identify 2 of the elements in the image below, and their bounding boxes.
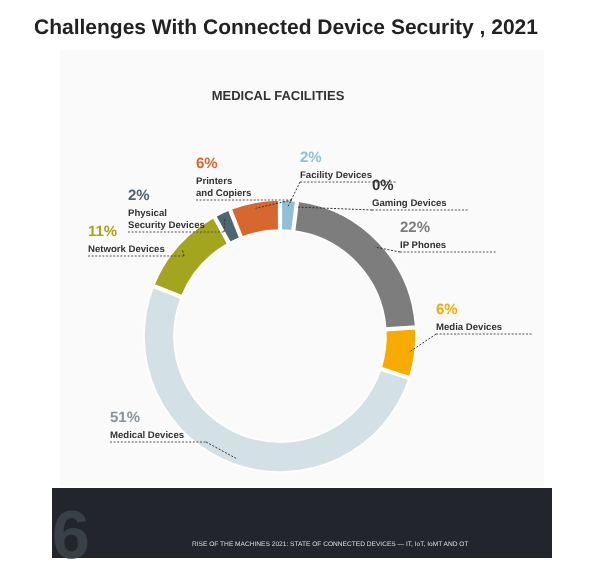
chart-title: Challenges With Connected Device Security , 2021: [34, 16, 539, 40]
text: 6: [52, 498, 90, 566]
